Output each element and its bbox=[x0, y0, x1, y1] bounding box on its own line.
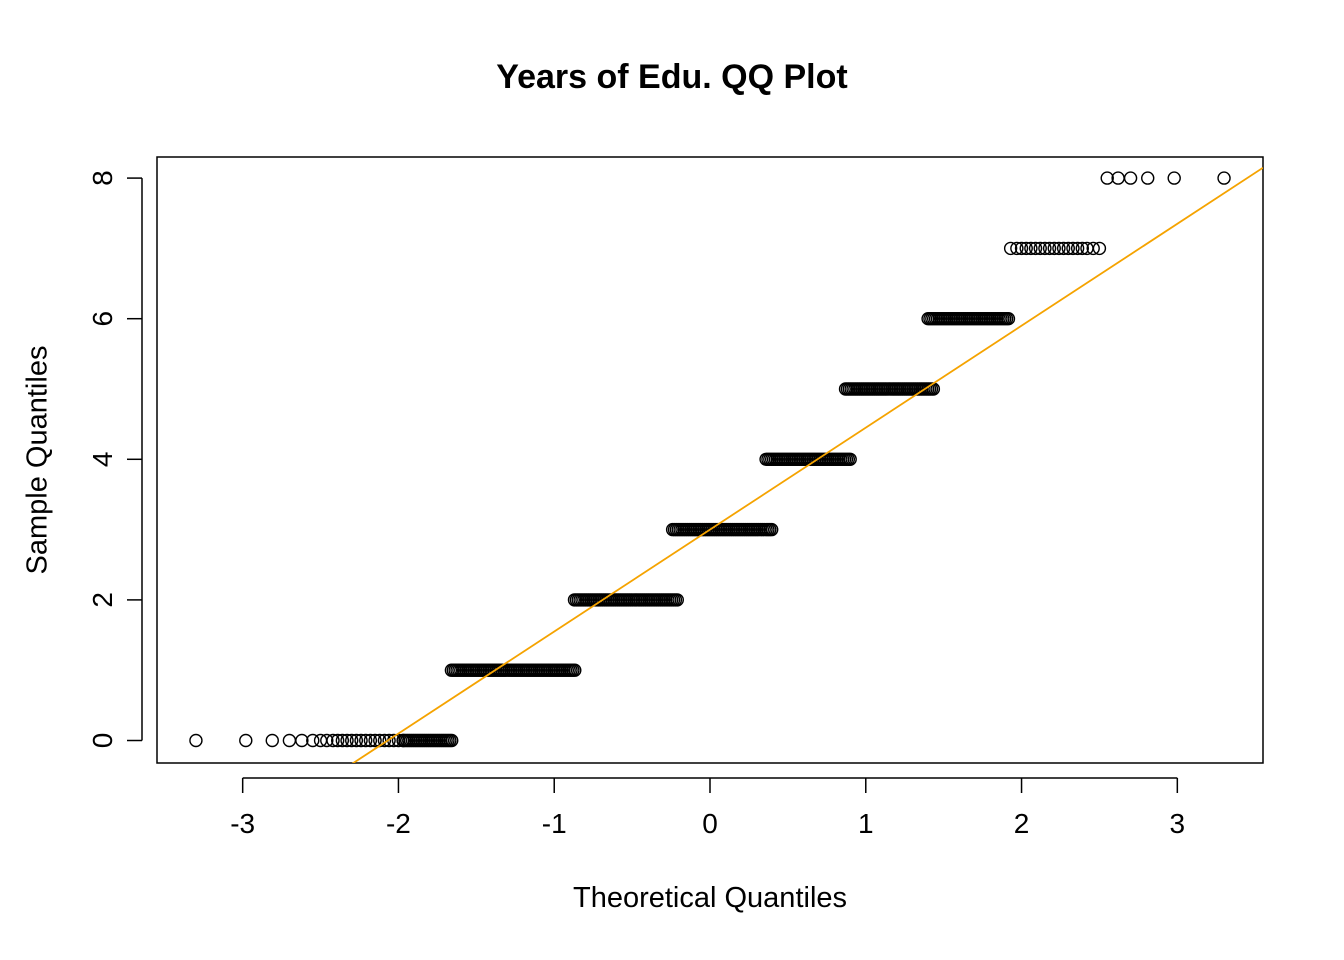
data-point bbox=[1217, 171, 1231, 185]
data-point bbox=[1141, 171, 1155, 185]
x-tick-label: -1 bbox=[542, 808, 567, 839]
data-point bbox=[330, 733, 345, 748]
data-point bbox=[295, 733, 309, 748]
data-point bbox=[335, 733, 350, 748]
reference-line bbox=[351, 166, 1263, 763]
data-points bbox=[189, 171, 1231, 748]
data-point bbox=[568, 663, 582, 677]
data-point bbox=[377, 733, 392, 748]
data-point bbox=[1061, 241, 1075, 256]
data-point bbox=[1042, 241, 1057, 256]
data-point bbox=[1001, 311, 1016, 326]
data-point bbox=[1003, 241, 1018, 256]
y-tick-label: 4 bbox=[87, 452, 118, 468]
data-point bbox=[306, 733, 320, 748]
data-point bbox=[764, 522, 779, 537]
y-tick-label: 6 bbox=[87, 311, 118, 327]
data-point bbox=[1010, 241, 1024, 256]
data-point bbox=[1033, 241, 1047, 256]
data-point bbox=[189, 733, 203, 748]
data-point bbox=[359, 733, 373, 748]
y-axis: 0 2 4 6 8 bbox=[87, 170, 143, 749]
data-point bbox=[382, 733, 396, 748]
data-point bbox=[1024, 241, 1038, 256]
data-point bbox=[1038, 241, 1052, 256]
data-point bbox=[1111, 171, 1125, 185]
x-axis-label: Theoretical Quantiles bbox=[572, 882, 848, 914]
x-tick-label: 0 bbox=[702, 808, 718, 839]
data-point bbox=[265, 733, 279, 748]
data-point bbox=[326, 733, 340, 748]
data-point bbox=[345, 733, 359, 748]
x-tick-label: 3 bbox=[1170, 808, 1186, 839]
data-point bbox=[445, 733, 459, 748]
x-tick-label: -2 bbox=[386, 808, 411, 839]
data-point bbox=[670, 593, 684, 607]
x-tick-label: -3 bbox=[230, 808, 255, 839]
x-tick-label: 1 bbox=[858, 808, 874, 839]
data-point bbox=[1056, 241, 1071, 256]
x-axis: -3 -2 -1 0 1 2 3 bbox=[230, 777, 1186, 839]
data-point bbox=[320, 733, 334, 748]
data-point bbox=[1047, 241, 1061, 256]
data-point bbox=[282, 733, 297, 748]
data-point bbox=[1100, 171, 1114, 185]
data-point bbox=[239, 733, 253, 748]
data-point bbox=[340, 733, 354, 748]
data-point bbox=[1092, 241, 1107, 256]
data-point bbox=[1052, 241, 1066, 256]
data-point bbox=[363, 733, 378, 748]
data-point bbox=[1019, 241, 1033, 256]
data-point bbox=[1028, 241, 1043, 256]
data-point bbox=[1075, 241, 1090, 256]
y-tick-label: 8 bbox=[87, 170, 118, 186]
x-tick-label: 2 bbox=[1014, 808, 1030, 839]
data-point bbox=[354, 733, 368, 748]
data-point bbox=[843, 452, 857, 466]
data-point bbox=[1014, 241, 1029, 256]
data-point bbox=[1167, 171, 1181, 185]
data-point bbox=[1070, 241, 1085, 256]
y-tick-label: 2 bbox=[87, 592, 118, 608]
data-point bbox=[349, 733, 364, 748]
data-point bbox=[1066, 241, 1080, 256]
data-point bbox=[368, 733, 382, 748]
plot-frame bbox=[156, 156, 1264, 764]
chart-title: Years of Edu. QQ Plot bbox=[496, 58, 848, 96]
data-point bbox=[1086, 241, 1100, 256]
data-point bbox=[1123, 171, 1138, 185]
y-tick-label: 0 bbox=[87, 733, 118, 749]
